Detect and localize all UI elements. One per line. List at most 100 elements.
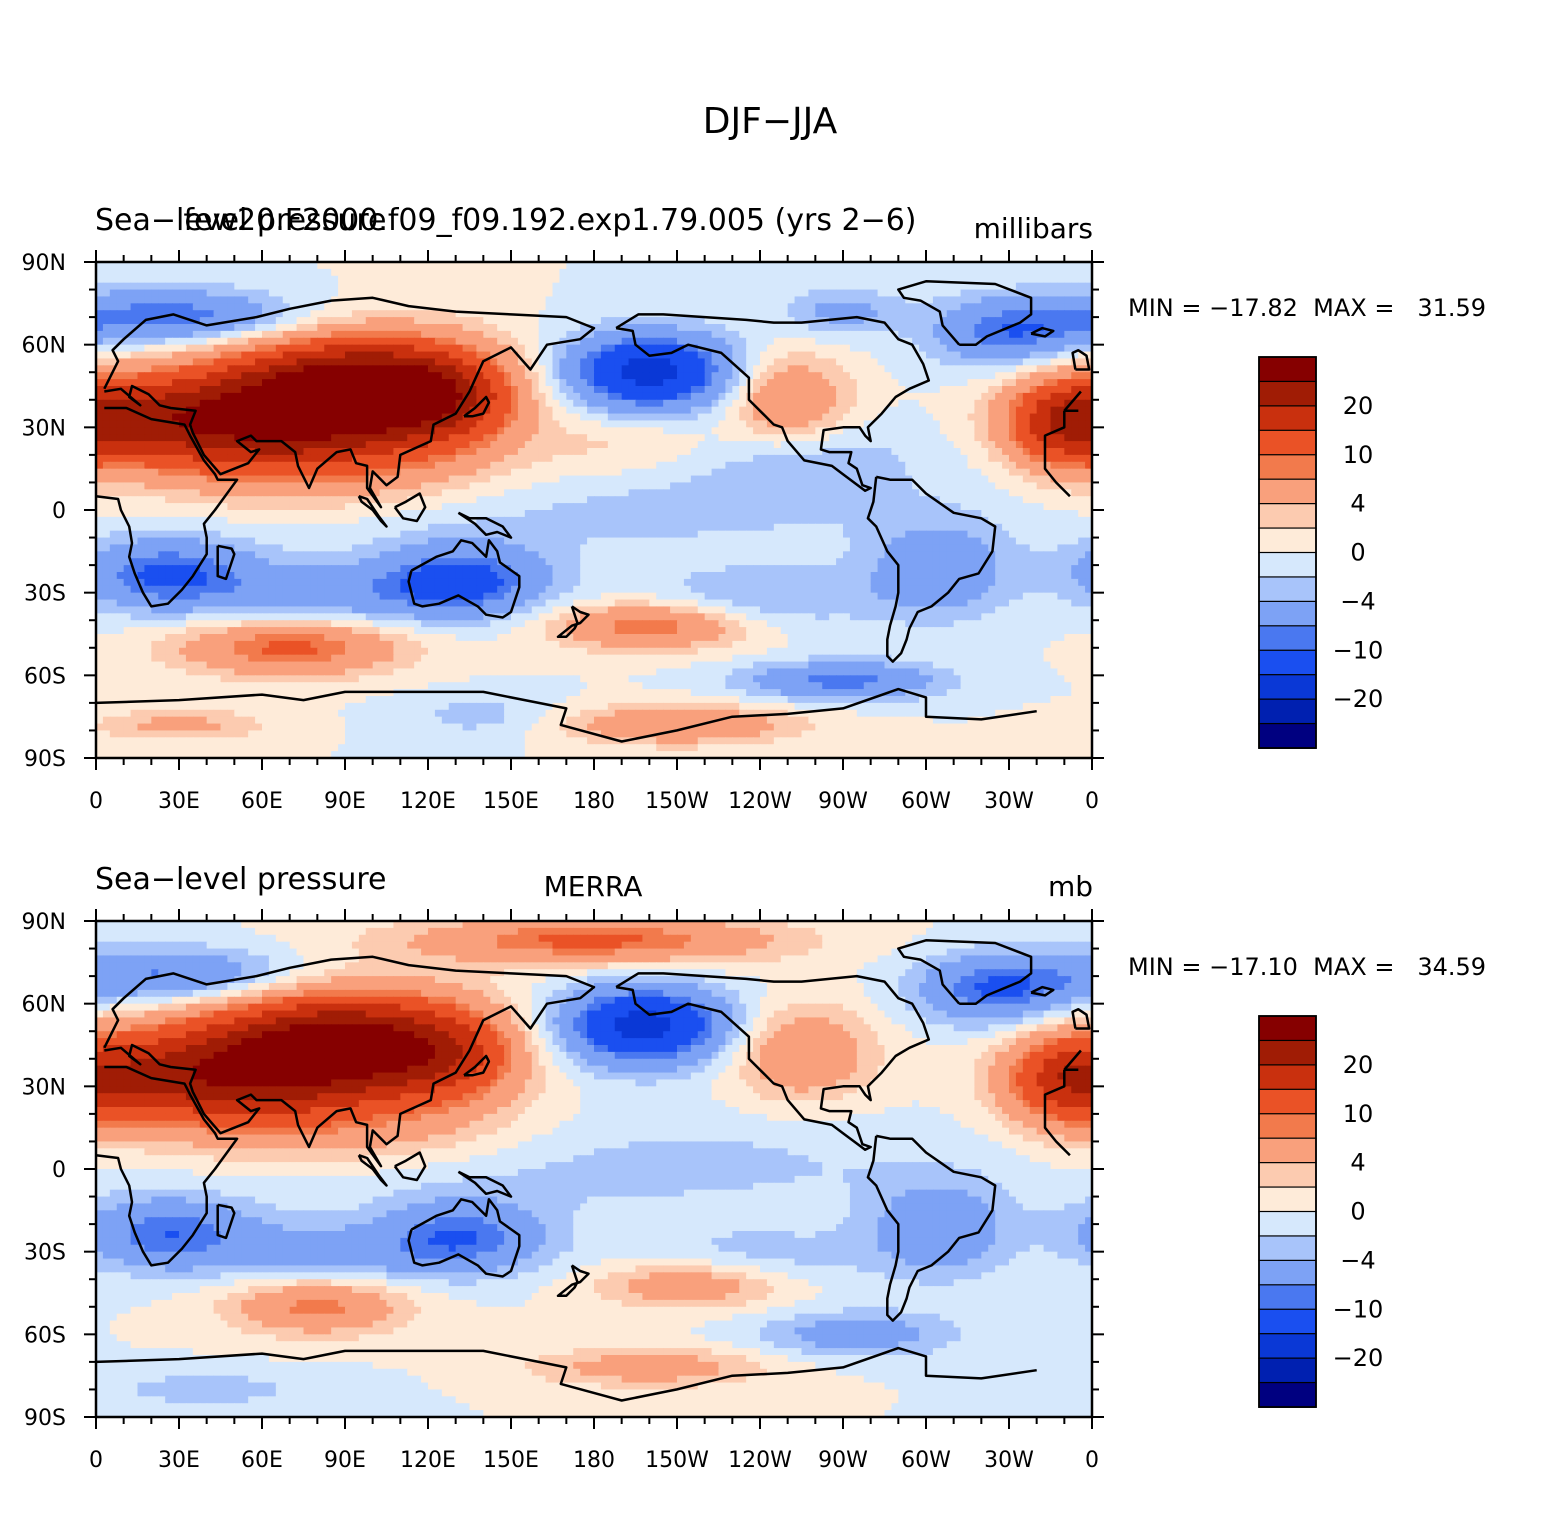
heatmap-cell <box>434 330 443 339</box>
heatmap-cell <box>531 475 540 484</box>
heatmap-cell <box>856 406 865 415</box>
heatmap-cell <box>773 413 782 422</box>
heatmap-cell <box>358 413 367 422</box>
heatmap-cell <box>1078 392 1086 401</box>
heatmap-cell <box>448 379 457 387</box>
heatmap-cell <box>372 441 381 449</box>
heatmap-cell <box>1022 441 1031 449</box>
heatmap-cell <box>628 351 637 360</box>
heatmap-cell <box>607 303 616 311</box>
heatmap-cell <box>144 317 152 325</box>
heatmap-cell <box>753 262 761 270</box>
heatmap-cell <box>607 330 616 339</box>
heatmap-cell <box>331 358 339 366</box>
heatmap-cell <box>386 392 395 401</box>
heatmap-cell <box>268 392 277 401</box>
heatmap-cell <box>1064 365 1072 373</box>
heatmap-cell <box>1015 468 1024 477</box>
heatmap-cell <box>746 365 754 373</box>
heatmap-cell <box>338 337 346 346</box>
heatmap-cell <box>441 337 450 346</box>
heatmap-cell <box>621 303 630 311</box>
heatmap-cell <box>179 310 187 318</box>
heatmap-cell <box>711 337 720 346</box>
heatmap-cell <box>365 296 374 304</box>
heatmap-cell <box>400 461 408 470</box>
heatmap-cell <box>711 282 720 291</box>
heatmap-cell <box>151 365 159 373</box>
heatmap-cell <box>144 344 152 353</box>
heatmap-cell <box>338 289 346 298</box>
heatmap-cell <box>683 427 692 435</box>
heatmap-cell <box>151 496 159 504</box>
heatmap-cell <box>711 344 720 353</box>
heatmap-cell <box>732 448 740 456</box>
heatmap-cell <box>829 399 837 408</box>
heatmap-cell <box>296 441 305 449</box>
heatmap-cell <box>697 461 706 470</box>
heatmap-cell <box>829 330 837 339</box>
heatmap-cell <box>282 289 291 298</box>
heatmap-cell <box>144 268 152 277</box>
heatmap-cell <box>192 399 201 408</box>
heatmap-cell <box>656 282 664 291</box>
heatmap-cell <box>587 386 595 394</box>
heatmap-cell <box>130 268 139 277</box>
heatmap-cell <box>192 310 201 318</box>
heatmap-cell <box>109 392 118 401</box>
heatmap-cell <box>614 351 623 360</box>
heatmap-cell <box>331 337 339 346</box>
heatmap-cell <box>109 351 118 360</box>
heatmap-cell <box>158 317 166 325</box>
heatmap-cell <box>227 324 235 332</box>
heatmap-cell <box>1064 379 1072 387</box>
heatmap-cell <box>739 399 747 408</box>
heatmap-cell <box>345 489 353 497</box>
heatmap-cell <box>524 282 533 291</box>
heatmap-cell <box>808 399 816 408</box>
heatmap-cell <box>946 289 955 298</box>
heatmap-cell <box>905 262 913 270</box>
heatmap-cell <box>511 268 519 277</box>
heatmap-cell <box>690 268 699 277</box>
heatmap-cell <box>988 399 996 408</box>
heatmap-cell <box>1009 489 1017 497</box>
heatmap-cell <box>822 489 830 497</box>
heatmap-cell <box>621 275 630 284</box>
heatmap-cell <box>206 365 215 373</box>
heatmap-cell <box>1002 399 1010 408</box>
heatmap-cell <box>511 482 519 490</box>
heatmap-cell <box>836 317 844 325</box>
heatmap-cell <box>773 358 782 366</box>
heatmap-cell <box>683 420 692 428</box>
heatmap-cell <box>421 482 429 490</box>
heatmap-cell <box>303 365 312 373</box>
heatmap-cell <box>144 324 152 332</box>
heatmap-cell <box>960 420 969 428</box>
heatmap-cell <box>241 489 249 497</box>
heatmap-cell <box>448 454 457 463</box>
heatmap-cell <box>116 317 125 325</box>
heatmap-cell <box>995 365 1003 373</box>
heatmap-cell <box>905 427 913 435</box>
heatmap-cell <box>905 365 913 373</box>
heatmap-cell <box>538 282 547 291</box>
heatmap-cell <box>1015 303 1024 311</box>
heatmap-cell <box>317 324 325 332</box>
heatmap-cell <box>753 296 761 304</box>
heatmap-cell <box>822 399 830 408</box>
heatmap-cell <box>614 420 623 428</box>
heatmap-cell <box>227 406 235 415</box>
heatmap-cell <box>739 330 747 339</box>
heatmap-cell <box>746 496 754 504</box>
heatmap-cell <box>462 324 471 332</box>
heatmap-cell <box>787 317 796 325</box>
heatmap-cell <box>234 482 242 490</box>
heatmap-cell <box>670 448 678 456</box>
heatmap-cell <box>441 379 450 387</box>
heatmap-cell <box>836 379 844 387</box>
heatmap-cell <box>1050 372 1059 380</box>
heatmap-cell <box>1036 268 1045 277</box>
heatmap-cell <box>995 358 1003 366</box>
heatmap-cell <box>96 303 104 311</box>
